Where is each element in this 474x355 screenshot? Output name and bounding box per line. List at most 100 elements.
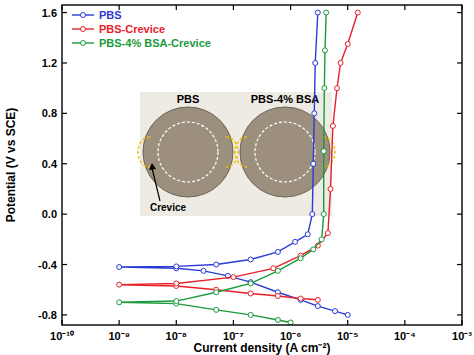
y-tick bbox=[62, 163, 67, 164]
series-marker bbox=[322, 86, 327, 91]
y-tick bbox=[62, 62, 67, 63]
crevice-region bbox=[235, 137, 247, 167]
x-tick-label: 10⁻¹⁰ bbox=[50, 330, 74, 342]
series-marker bbox=[313, 60, 318, 65]
inset-bg bbox=[140, 92, 332, 216]
crevice-arrow bbox=[152, 168, 160, 201]
x-tick-label: 10⁻⁴ bbox=[394, 330, 416, 342]
series-marker bbox=[248, 281, 253, 286]
series-marker bbox=[315, 10, 320, 15]
series-marker bbox=[328, 186, 333, 191]
series-marker bbox=[117, 300, 122, 305]
x-tick-top bbox=[233, 5, 234, 10]
x-tick bbox=[347, 320, 348, 325]
y-tick-right bbox=[457, 264, 462, 265]
x-axis-title: Current density (A cm⁻²) bbox=[194, 341, 331, 355]
inset: PBS PBS-4% BSA Crevice bbox=[138, 92, 335, 216]
series-marker bbox=[335, 86, 340, 91]
series-marker bbox=[311, 161, 316, 166]
series-marker bbox=[324, 10, 329, 15]
series-marker bbox=[325, 231, 330, 236]
series-marker bbox=[288, 320, 293, 325]
y-tick-right bbox=[457, 214, 462, 215]
x-tick-top bbox=[404, 5, 405, 10]
series-marker bbox=[117, 265, 122, 270]
series-marker bbox=[275, 268, 280, 273]
crevice-region bbox=[226, 137, 238, 167]
chart-svg: 10⁻¹⁰10⁻⁹10⁻⁸10⁻⁷10⁻⁶10⁻⁵10⁻⁴10⁻³-0.8-0.… bbox=[0, 0, 474, 355]
series-marker bbox=[345, 42, 350, 47]
y-tick-right bbox=[457, 62, 462, 63]
series-marker bbox=[333, 309, 338, 314]
series-marker bbox=[311, 247, 316, 252]
sample-disc bbox=[240, 107, 330, 197]
series-line bbox=[119, 13, 348, 315]
series-line bbox=[119, 13, 358, 300]
y-tick-label: -0.4 bbox=[38, 259, 58, 271]
series-marker bbox=[322, 48, 327, 53]
x-tick-label: 10⁻⁹ bbox=[108, 330, 129, 342]
series-marker bbox=[293, 239, 298, 244]
y-tick-label: 0.0 bbox=[42, 208, 57, 220]
series-marker bbox=[345, 312, 350, 317]
series-marker bbox=[310, 212, 315, 217]
series-marker bbox=[321, 212, 326, 217]
y-tick bbox=[62, 113, 67, 114]
y-tick bbox=[62, 12, 67, 13]
y-tick-right bbox=[457, 314, 462, 315]
x-tick bbox=[119, 320, 120, 325]
y-tick-label: 1.6 bbox=[42, 7, 57, 19]
y-tick-right bbox=[457, 163, 462, 164]
series-marker bbox=[231, 275, 236, 280]
y-tick-label: 1.2 bbox=[42, 57, 57, 69]
legend-label: PBS-4% BSA-Crevice bbox=[99, 37, 211, 49]
crevice-region bbox=[138, 137, 150, 167]
y-tick bbox=[62, 214, 67, 215]
plot-frame bbox=[62, 5, 462, 325]
inset-label: PBS-4% BSA bbox=[251, 93, 320, 105]
series-marker bbox=[312, 111, 317, 116]
series-marker bbox=[275, 249, 280, 254]
series-marker bbox=[315, 304, 320, 309]
series-marker bbox=[201, 268, 206, 273]
series-marker bbox=[338, 60, 343, 65]
x-tick-top bbox=[290, 5, 291, 10]
y-tick bbox=[62, 314, 67, 315]
series-marker bbox=[305, 232, 310, 237]
exposed-area bbox=[255, 122, 315, 182]
series-marker bbox=[248, 312, 253, 317]
series-group bbox=[117, 10, 361, 325]
series-marker bbox=[321, 149, 326, 154]
series-marker bbox=[298, 256, 303, 261]
series-marker bbox=[214, 290, 219, 295]
exposed-area bbox=[158, 122, 218, 182]
inset-label: PBS bbox=[177, 93, 200, 105]
legend-marker bbox=[81, 27, 86, 32]
series-marker bbox=[174, 281, 179, 286]
series-marker bbox=[275, 317, 280, 322]
x-tick-label: 10⁻³ bbox=[452, 330, 472, 342]
series-marker bbox=[275, 294, 280, 299]
legend-label: PBS bbox=[99, 9, 122, 21]
y-tick bbox=[62, 264, 67, 265]
series-marker bbox=[355, 10, 360, 15]
legend-marker bbox=[81, 41, 86, 46]
y-tick-right bbox=[457, 113, 462, 114]
series-line bbox=[119, 13, 326, 323]
chart-root: 10⁻¹⁰10⁻⁹10⁻⁸10⁻⁷10⁻⁶10⁻⁵10⁻⁴10⁻³-0.8-0.… bbox=[0, 0, 474, 355]
x-tick bbox=[404, 320, 405, 325]
sample-disc bbox=[143, 107, 233, 197]
series-marker bbox=[330, 123, 335, 128]
series-marker bbox=[174, 264, 179, 269]
crevice-label: Crevice bbox=[150, 202, 187, 213]
series-marker bbox=[214, 262, 219, 267]
series-marker bbox=[319, 237, 324, 242]
y-tick-right bbox=[457, 12, 462, 13]
series-marker bbox=[174, 299, 179, 304]
series-marker bbox=[214, 307, 219, 312]
x-tick-top bbox=[347, 5, 348, 10]
series-marker bbox=[298, 296, 303, 301]
series-marker bbox=[315, 297, 320, 302]
crevice-arrowhead bbox=[149, 163, 156, 170]
y-axis-title: Potential (V vs SCE) bbox=[4, 108, 18, 223]
